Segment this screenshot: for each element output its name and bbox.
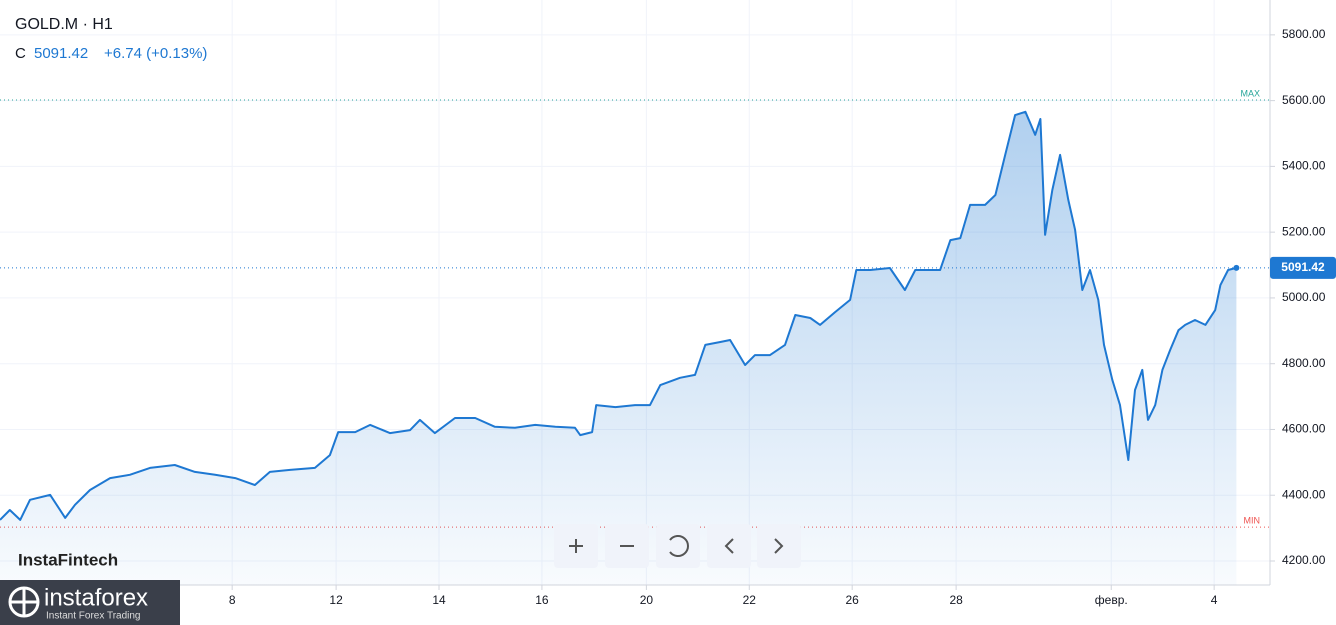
y-tick-label: 5800.00 bbox=[1282, 27, 1326, 41]
area bbox=[0, 111, 1237, 586]
y-tick-label: 4400.00 bbox=[1282, 487, 1326, 501]
y-tick-label: 5600.00 bbox=[1282, 93, 1326, 107]
y-tick-label: 5400.00 bbox=[1282, 159, 1326, 173]
watermark: InstaFintech bbox=[18, 550, 118, 569]
y-tick-label: 4600.00 bbox=[1282, 422, 1326, 436]
x-tick-label: 4 bbox=[1211, 593, 1218, 607]
price-prefix: C bbox=[15, 45, 26, 62]
x-tick-label: 20 bbox=[640, 593, 654, 607]
scroll-right-button[interactable] bbox=[757, 524, 801, 568]
logo-icon-cross bbox=[10, 588, 38, 616]
y-tick-label: 5200.00 bbox=[1282, 224, 1326, 238]
price-tag bbox=[1270, 256, 1336, 279]
toolbar bbox=[554, 524, 801, 568]
x-tick-label: 28 bbox=[949, 593, 963, 607]
scroll-right-icon bbox=[774, 538, 784, 554]
x-tick-label: февр. bbox=[1095, 593, 1128, 607]
zoom-in-icon bbox=[569, 539, 583, 553]
x-tick-label: 12 bbox=[329, 593, 343, 607]
x-tick-label: 14 bbox=[432, 593, 446, 607]
x-tick-label: 22 bbox=[743, 593, 757, 607]
plot: MAX MIN bbox=[0, 88, 1270, 586]
logo: instaforex Instant Forex Trading bbox=[0, 580, 180, 625]
x-tick-label: 26 bbox=[846, 593, 860, 607]
price-line bbox=[0, 110, 1237, 521]
scroll-left-icon bbox=[724, 538, 734, 554]
price-change: +6.74 (+0.13%) bbox=[104, 45, 207, 62]
y-tick-label: 4200.00 bbox=[1282, 553, 1326, 567]
x-tick-label: 8 bbox=[229, 593, 236, 607]
y-tick-label: 4800.00 bbox=[1282, 356, 1326, 370]
min-label: MIN bbox=[1244, 515, 1261, 525]
axes: 4200.00 4400.00 4600.00 4800.00 5000.00 5200.… bbox=[229, 27, 1336, 607]
last-point bbox=[1233, 264, 1240, 271]
price-tag-label: 5091.42 bbox=[1281, 260, 1325, 274]
max-label: MAX bbox=[1240, 88, 1260, 98]
reset-button[interactable] bbox=[656, 524, 700, 568]
last-price: 5091.42 bbox=[34, 45, 88, 62]
y-tick-label: 5000.00 bbox=[1282, 290, 1326, 304]
scroll-left-button[interactable] bbox=[707, 524, 751, 568]
reset-icon bbox=[669, 535, 689, 557]
chart-title: GOLD.M · H1 bbox=[15, 16, 113, 33]
x-tick-label: 16 bbox=[535, 593, 549, 607]
logo-tagline: Instant Forex Trading bbox=[46, 611, 141, 622]
logo-text: instaforex bbox=[44, 584, 148, 611]
